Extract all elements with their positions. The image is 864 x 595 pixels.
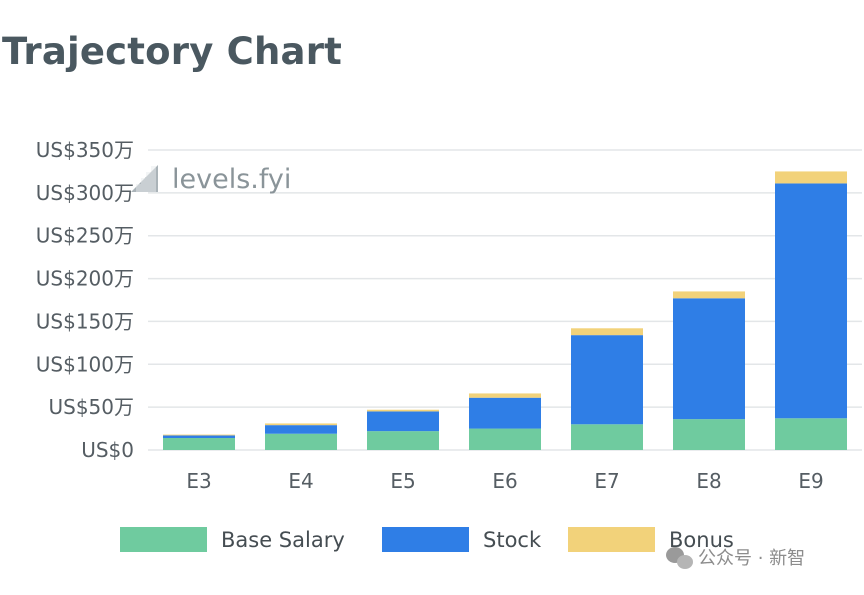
bar-stock-e7[interactable] <box>571 335 643 425</box>
x-tick-label: E7 <box>594 469 619 493</box>
legend-swatch <box>568 527 655 552</box>
bar-base-salary-e4[interactable] <box>265 433 337 450</box>
bar-stock-e6[interactable] <box>469 397 541 429</box>
bar-base-salary-e5[interactable] <box>367 431 439 450</box>
legend-swatch <box>120 527 207 552</box>
y-tick-label: US$250万 <box>36 224 134 248</box>
bar-base-salary-e8[interactable] <box>673 419 745 450</box>
y-tick-label: US$50万 <box>48 395 134 419</box>
bar-bonus-e5[interactable] <box>367 409 439 412</box>
levels-logo-icon <box>131 165 158 192</box>
bar-base-salary-e3[interactable] <box>163 438 235 450</box>
footer-text: 公众号 · 新智 <box>698 548 805 569</box>
x-tick-label: E3 <box>186 469 211 493</box>
x-tick-label: E4 <box>288 469 313 493</box>
bar-base-salary-e9[interactable] <box>775 418 847 450</box>
bar-base-salary-e6[interactable] <box>469 428 541 450</box>
bar-bonus-e8[interactable] <box>673 291 745 299</box>
x-tick-label: E9 <box>798 469 823 493</box>
legend-label: Bonus <box>669 528 734 552</box>
y-tick-label: US$150万 <box>36 309 134 333</box>
y-tick-label: US$300万 <box>36 181 134 205</box>
x-axis-ticks: E3 E4 E5 E6 E7 E8 E9 <box>186 469 823 493</box>
footer-watermark: 公众号 · 新智 <box>666 547 805 569</box>
legend-item-base-salary[interactable]: Base Salary <box>120 527 345 552</box>
y-tick-label: US$200万 <box>36 267 134 291</box>
watermark-text: levels.fyi <box>172 164 291 195</box>
bar-stock-e9[interactable] <box>775 183 847 419</box>
legend-swatch <box>382 527 469 552</box>
bar-stock-e5[interactable] <box>367 411 439 432</box>
legend-label: Stock <box>483 528 542 552</box>
bar-stock-e8[interactable] <box>673 298 745 420</box>
x-tick-label: E6 <box>492 469 517 493</box>
y-tick-label: US$350万 <box>36 138 134 162</box>
wechat-icon <box>666 547 693 569</box>
y-tick-label: US$100万 <box>36 352 134 376</box>
chart-title: Trajectory Chart <box>2 30 343 73</box>
bar-bonus-e3[interactable] <box>163 434 235 436</box>
bar-base-salary-e7[interactable] <box>571 424 643 450</box>
bar-bonus-e6[interactable] <box>469 393 541 398</box>
bar-bonus-e9[interactable] <box>775 171 847 184</box>
watermark: levels.fyi <box>131 164 291 195</box>
bar-stock-e3[interactable] <box>163 435 235 438</box>
x-tick-label: E8 <box>696 469 721 493</box>
bar-stock-e4[interactable] <box>265 425 337 434</box>
y-tick-label: US$0 <box>81 438 134 462</box>
bar-bonus-e4[interactable] <box>265 423 337 426</box>
legend-item-stock[interactable]: Stock <box>382 527 542 552</box>
y-axis-ticks: US$0 US$50万 US$100万 US$150万 US$200万 US$250万 US… <box>36 138 134 462</box>
legend: Base Salary Stock Bonus <box>120 527 734 552</box>
bar-bonus-e7[interactable] <box>571 328 643 336</box>
legend-item-bonus[interactable]: Bonus <box>568 527 734 552</box>
legend-label: Base Salary <box>221 528 345 552</box>
x-tick-label: E5 <box>390 469 415 493</box>
bar-stack-group <box>163 171 847 450</box>
